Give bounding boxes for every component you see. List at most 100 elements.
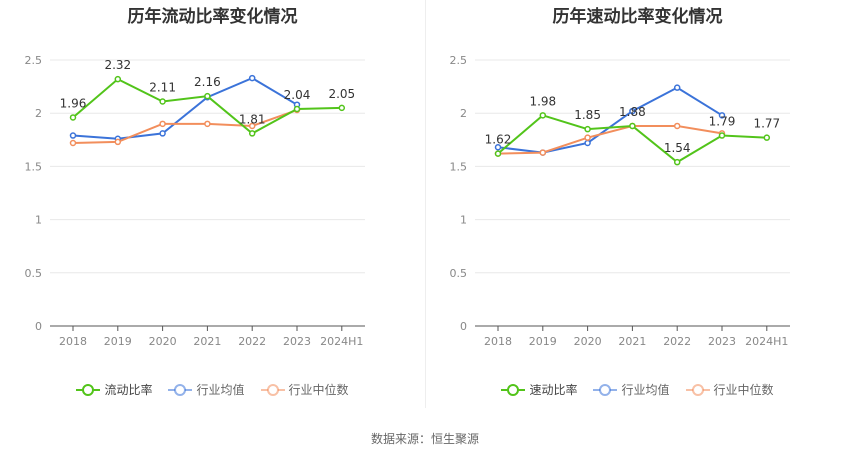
y-tick-label: 2 <box>460 107 467 120</box>
x-tick-label: 2018 <box>484 335 512 348</box>
y-tick-label: 0 <box>460 320 467 333</box>
legend-item[interactable]: 速动比率 <box>501 381 577 398</box>
series-line <box>72 109 298 144</box>
x-tick-label: 2021 <box>193 335 221 348</box>
x-tick-label: 2018 <box>59 335 87 348</box>
data-point <box>763 134 771 141</box>
data-point <box>718 132 726 139</box>
data-point <box>293 105 301 113</box>
data-point <box>584 134 591 141</box>
data-point <box>584 125 591 133</box>
x-tick-label: 2023 <box>283 335 311 348</box>
current-ratio-chart: 0 0.5 1 1.5 2 2.5 2018 2019 2020 2021 2022 2023 2024… <box>25 54 365 348</box>
legend-item[interactable]: 行业中位数 <box>685 381 774 398</box>
data-point <box>69 114 77 121</box>
legend-item[interactable]: 行业中位数 <box>260 381 349 398</box>
data-point <box>539 149 547 156</box>
x-tick-label: 2024H1 <box>320 335 363 348</box>
x-tick-label: 2019 <box>104 335 132 348</box>
chart-legend[interactable]: 速动比率 行业均值 行业中位数 <box>425 381 850 398</box>
data-point <box>494 143 502 151</box>
chart-title: 历年流动比率变化情况 <box>127 7 298 27</box>
data-label: 1.79 <box>709 115 736 129</box>
x-tick-label: 2022 <box>238 335 266 348</box>
data-point <box>718 112 726 119</box>
data-point <box>159 130 166 137</box>
data-label: 1.62 <box>485 133 512 147</box>
legend-line-marker-icon <box>168 383 193 396</box>
data-point <box>159 120 166 128</box>
legend-marker <box>507 383 520 396</box>
legend-line-marker-icon <box>76 383 101 396</box>
data-point <box>629 107 636 115</box>
y-tick-label: 2.5 <box>25 54 43 67</box>
legend-item[interactable]: 流动比率 <box>76 381 152 398</box>
data-point <box>114 138 122 146</box>
data-point <box>673 158 681 166</box>
data-label: 1.85 <box>574 108 601 122</box>
data-label: 1.54 <box>664 141 691 155</box>
quick-ratio-panel: 历年速动比率变化情况 0 0.5 1 1.5 2 2.5 2018 2019 2020 2021 2… <box>425 0 850 420</box>
legend-item[interactable]: 行业均值 <box>593 381 670 398</box>
data-label: 2.05 <box>328 87 355 101</box>
legend-label: 流动比率 <box>104 383 153 397</box>
legend-marker <box>266 383 279 396</box>
legend-marker <box>691 383 704 396</box>
data-label: 2.11 <box>149 80 176 94</box>
data-point <box>69 132 77 139</box>
legend-label: 行业均值 <box>196 383 245 397</box>
legend-line-marker-icon <box>501 383 526 396</box>
data-label: 1.81 <box>239 112 266 126</box>
y-tick-label: 2.5 <box>450 54 468 67</box>
x-tick-label: 2022 <box>663 335 691 348</box>
chart-title: 历年速动比率变化情况 <box>552 7 723 27</box>
legend-line-marker-icon <box>685 383 710 396</box>
legend-label: 行业中位数 <box>288 383 349 397</box>
data-point <box>338 104 346 112</box>
series-line <box>72 76 298 140</box>
data-label: 2.04 <box>284 88 311 102</box>
data-label: 1.98 <box>529 94 556 108</box>
x-tick-label: 2023 <box>708 335 736 348</box>
data-point <box>204 92 211 100</box>
data-point <box>673 122 681 130</box>
legend-line-marker-icon <box>593 383 618 396</box>
legend-label: 速动比率 <box>529 383 578 397</box>
data-label: 1.88 <box>619 105 646 119</box>
data-label: 2.16 <box>194 75 221 89</box>
data-point <box>494 150 502 157</box>
x-tick-label: 2021 <box>618 335 646 348</box>
data-point <box>248 74 256 82</box>
y-tick-label: 0.5 <box>450 267 468 280</box>
data-label: 2.32 <box>104 58 131 72</box>
legend-marker <box>599 383 612 396</box>
legend-item[interactable]: 行业均值 <box>168 381 245 398</box>
chart-legend[interactable]: 流动比率 行业均值 行业中位数 <box>0 381 425 398</box>
data-point <box>204 120 211 128</box>
data-label: 1.96 <box>60 96 87 110</box>
x-tick-label: 2020 <box>149 335 177 348</box>
y-tick-label: 1 <box>460 214 467 227</box>
legend-label: 行业中位数 <box>713 383 774 397</box>
data-label: 1.77 <box>753 117 780 131</box>
y-tick-label: 1 <box>35 214 42 227</box>
y-tick-label: 0.5 <box>25 267 43 280</box>
data-source-note: 数据来源：恒生聚源 <box>370 432 479 446</box>
y-tick-label: 0 <box>35 320 42 333</box>
panel-divider <box>425 0 426 408</box>
data-point <box>69 139 77 147</box>
legend-label: 行业均值 <box>621 383 670 397</box>
data-point <box>629 122 636 130</box>
current-ratio-panel: 历年流动比率变化情况 0 0.5 1 1.5 2 2.5 2018 2019 2020 2021 2… <box>0 0 425 420</box>
data-point <box>248 130 256 137</box>
data-point <box>673 84 681 91</box>
legend-marker <box>82 383 95 396</box>
x-tick-label: 2020 <box>574 335 602 348</box>
y-tick-label: 2 <box>35 107 42 120</box>
quick-ratio-chart: 0 0.5 1 1.5 2 2.5 2018 2019 2020 2021 2022 2023 2024… <box>450 54 790 348</box>
legend-line-marker-icon <box>260 383 285 396</box>
y-tick-label: 1.5 <box>25 160 43 173</box>
series-line <box>497 124 723 155</box>
legend-marker <box>174 383 187 396</box>
data-point <box>539 112 547 119</box>
